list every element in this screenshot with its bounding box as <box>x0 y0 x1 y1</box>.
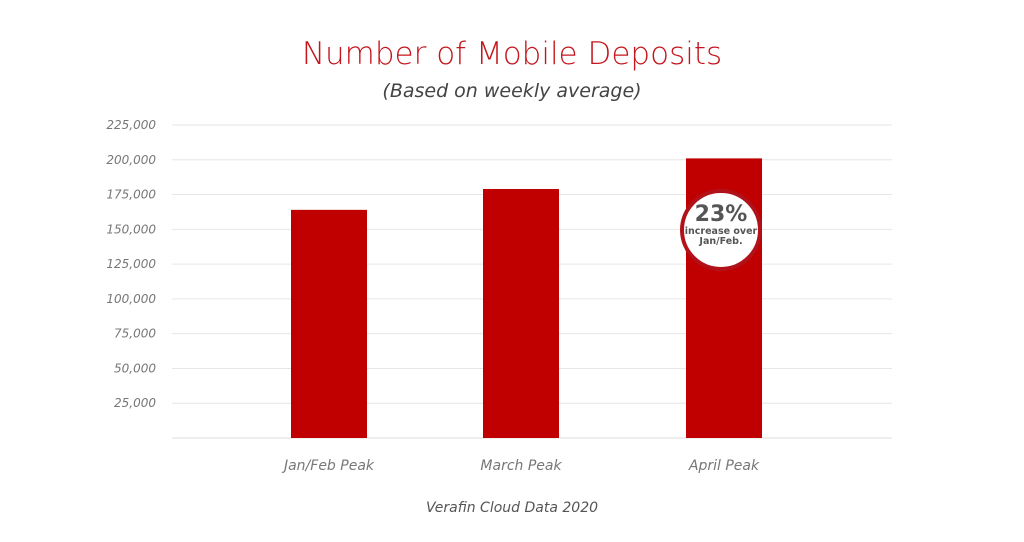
x-category-label: Jan/Feb Peak <box>281 458 375 474</box>
x-category-label: April Peak <box>688 458 760 474</box>
y-tick-label: 175,000 <box>106 188 156 202</box>
increase-text-1: increase over <box>684 226 758 237</box>
chart-title: Number of Mobile Deposits <box>301 36 723 72</box>
y-tick-label: 200,000 <box>106 153 156 167</box>
y-tick-label: 25,000 <box>114 396 156 410</box>
x-category-label: March Peak <box>480 458 562 474</box>
y-tick-label: 50,000 <box>114 361 156 375</box>
bar <box>483 188 559 438</box>
y-tick-label: 125,000 <box>106 257 156 271</box>
increase-percent: 23% <box>694 202 748 227</box>
chart-subtitle: (Based on weekly average) <box>382 80 642 102</box>
y-tick-label: 150,000 <box>106 222 156 236</box>
increase-text-2: Jan/Feb. <box>699 236 743 247</box>
bar <box>291 209 367 438</box>
y-tick-label: 100,000 <box>106 292 156 306</box>
y-tick-label: 225,000 <box>106 118 156 132</box>
increase-annotation-badge: 23% increase over Jan/Feb. <box>680 189 762 271</box>
y-tick-label: 75,000 <box>114 327 156 341</box>
source-note: Verafin Cloud Data 2020 <box>425 500 599 516</box>
